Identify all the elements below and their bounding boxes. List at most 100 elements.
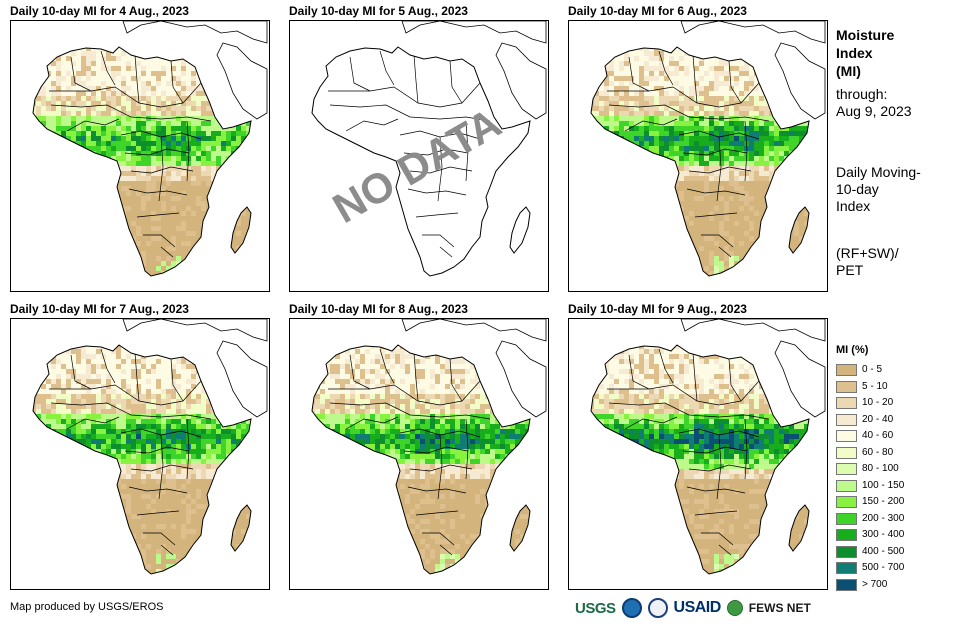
legend-label: 500 - 700 [862, 562, 905, 573]
legend-title: MI (%) [836, 344, 869, 356]
moisture-index-raster [33, 345, 251, 574]
legend-swatch [836, 413, 857, 426]
africa-coastline [32, 46, 252, 277]
country-borders [49, 348, 212, 556]
moisture-index-raster [591, 345, 809, 574]
map-panel-6 [568, 318, 828, 590]
moisture-index-raster [312, 345, 530, 574]
map-panel-4 [10, 318, 270, 590]
legend-swatch [836, 562, 857, 574]
legend-swatch [836, 446, 857, 459]
panel-title-2: Daily 10-day MI for 5 Aug., 2023 [289, 4, 468, 18]
desc-line-3: Index [836, 198, 871, 214]
country-borders [607, 348, 770, 556]
legend-swatch [836, 545, 857, 558]
legend-swatch [836, 364, 857, 376]
usaid-logo: USAID [673, 599, 722, 616]
legend-swatch [836, 430, 857, 442]
legend-swatch [836, 578, 857, 591]
usgs-logo: USGS [575, 599, 616, 617]
europe-outline [680, 319, 826, 342]
africa-map-svg: NO DATA [311, 21, 547, 277]
madagascar-outline [509, 504, 531, 552]
index-formula: (RF+SW)/ PET [836, 245, 899, 279]
legend-swatch [836, 529, 857, 541]
map-credit: Map produced by USGS/EROS [10, 601, 164, 613]
legend-label: > 700 [862, 578, 888, 590]
legend-label: 200 - 300 [862, 512, 905, 524]
legend-label: 400 - 500 [862, 545, 905, 557]
panel-title-3: Daily 10-day MI for 6 Aug., 2023 [568, 4, 747, 18]
europe-outline [122, 319, 268, 342]
arabia-outline [216, 340, 268, 418]
country-borders [328, 348, 491, 556]
through-date: Aug 9, 2023 [836, 103, 912, 119]
europe-outline [680, 21, 826, 44]
panel-title-4: Daily 10-day MI for 7 Aug., 2023 [10, 302, 189, 316]
legend-swatch [836, 380, 857, 393]
seal-logo-icon [647, 598, 668, 618]
legend-label: 5 - 10 [862, 380, 888, 392]
legend-swatch [836, 479, 857, 492]
europe-outline [401, 319, 547, 342]
index-title-line-2: Index [836, 45, 873, 61]
africa-map-svg [590, 319, 826, 575]
through-label: through: [836, 86, 888, 102]
arabia-outline [774, 42, 826, 120]
europe-outline [122, 21, 268, 44]
arabia-outline [774, 340, 826, 418]
desc-line-1: Daily Moving- [836, 164, 921, 180]
legend-label: 10 - 20 [862, 397, 894, 408]
africa-coastline [590, 46, 810, 277]
madagascar-outline [509, 206, 531, 254]
madagascar-outline [230, 504, 252, 552]
legend-swatch [836, 463, 857, 475]
index-title-line-1: Moisture [836, 27, 895, 43]
index-description: Daily Moving- 10-day Index [836, 164, 921, 215]
legend-label: 20 - 40 [862, 413, 894, 425]
legend-label: 40 - 60 [862, 430, 894, 441]
country-borders [49, 50, 212, 258]
noaa-logo-icon [621, 598, 642, 618]
africa-coastline [590, 344, 810, 575]
formula-line-2: PET [836, 262, 864, 278]
africa-coastline [32, 344, 252, 575]
country-borders [328, 50, 491, 258]
legend-label: 150 - 200 [862, 496, 905, 507]
panel-title-6: Daily 10-day MI for 9 Aug., 2023 [568, 302, 747, 316]
legend-label: 60 - 80 [862, 446, 894, 458]
legend-label: 300 - 400 [862, 529, 905, 540]
index-title: Moisture Index (MI) [836, 26, 894, 80]
map-panel-2: NO DATA [289, 20, 549, 292]
fews-globe-icon [726, 600, 743, 616]
madagascar-outline [230, 206, 252, 254]
fews-net-logo: FEWS NET [748, 601, 811, 615]
agency-logos: USGS USAID FEWS NET [575, 596, 811, 620]
no-data-overlay: NO DATA [325, 99, 509, 232]
africa-map-svg [311, 319, 547, 575]
legend-label: 80 - 100 [862, 463, 899, 474]
desc-line-2: 10-day [836, 181, 879, 197]
africa-map-svg [32, 319, 268, 575]
index-title-line-3: (MI) [836, 63, 861, 79]
formula-line-1: (RF+SW)/ [836, 245, 899, 261]
panel-title-5: Daily 10-day MI for 8 Aug., 2023 [289, 302, 468, 316]
legend-swatch [836, 496, 857, 508]
moisture-index-raster [591, 47, 809, 276]
panel-title-1: Daily 10-day MI for 4 Aug., 2023 [10, 4, 189, 18]
moisture-index-raster [33, 47, 251, 276]
through-block: through: Aug 9, 2023 [836, 86, 912, 120]
arabia-outline [495, 340, 547, 418]
legend-swatch [836, 512, 857, 525]
africa-coastline [311, 344, 531, 575]
map-panel-1 [10, 20, 270, 292]
europe-outline [401, 21, 547, 44]
map-panel-3 [568, 20, 828, 292]
legend-label: 0 - 5 [862, 364, 883, 375]
africa-map-svg [32, 21, 268, 277]
africa-map-svg [590, 21, 826, 277]
arabia-outline [495, 42, 547, 120]
map-panel-5 [289, 318, 549, 590]
legend-label: 100 - 150 [862, 479, 905, 491]
arabia-outline [216, 42, 268, 120]
